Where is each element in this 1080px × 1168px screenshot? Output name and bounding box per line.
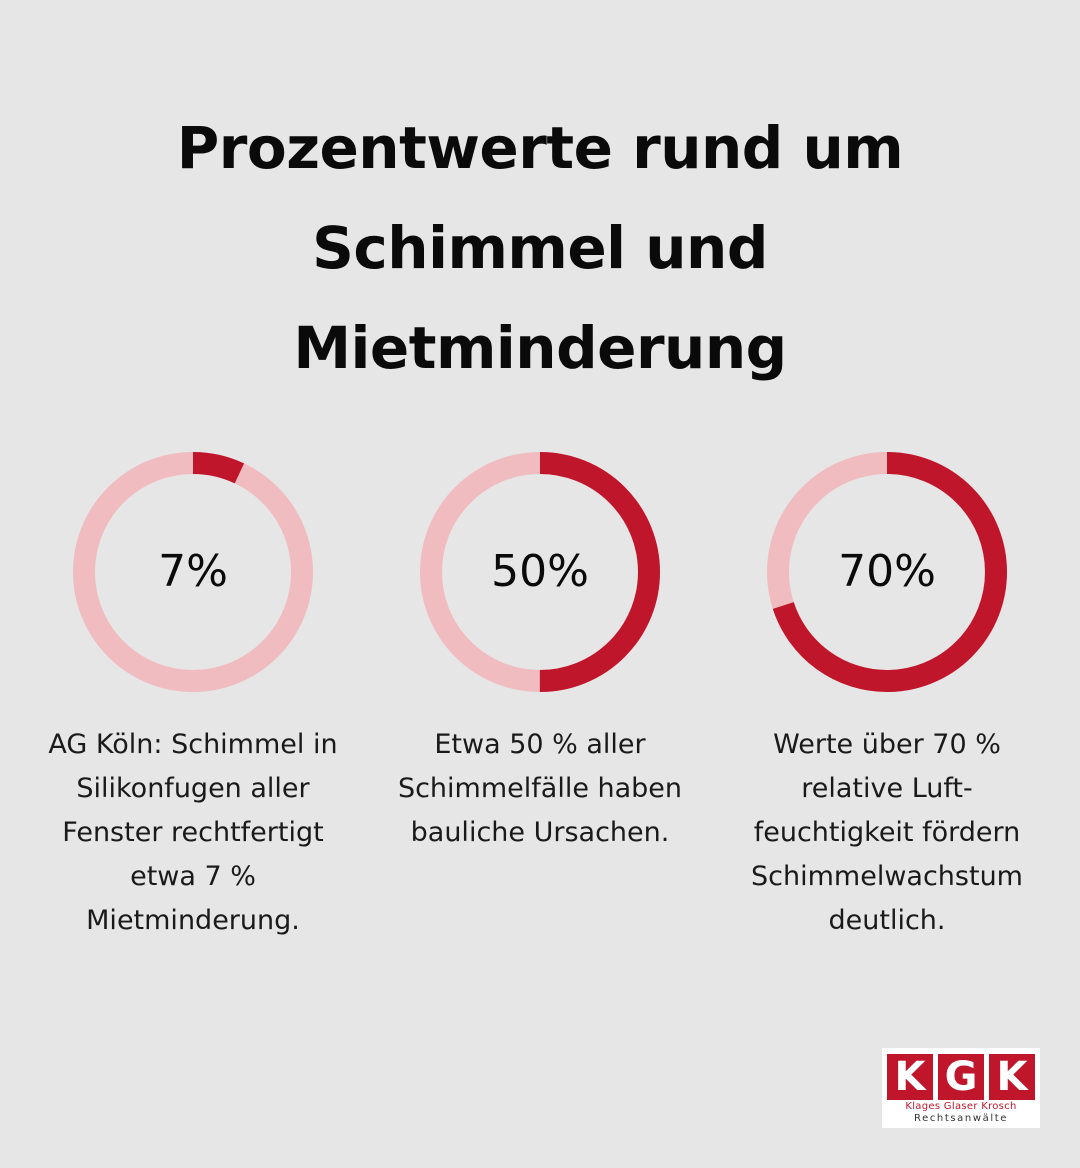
title-line-2: Schimmel und xyxy=(312,214,768,282)
kgk-logo: K G K Klages Glaser Krosch Rechtsanwälte xyxy=(882,1048,1040,1128)
logo-mark: K G K xyxy=(887,1054,1035,1100)
donut-caption-1: AG Köln: Schimmel in Silikonfugen aller … xyxy=(48,729,338,936)
logo-letter-k1: K xyxy=(887,1054,933,1100)
logo-names: Klages Glaser Krosch xyxy=(905,1101,1017,1112)
donut-value-label-2: 50% xyxy=(491,546,589,597)
donut-caption-3: Werte über 70 % relative Luft- feuchtigk… xyxy=(751,729,1023,936)
donut-svg-2 xyxy=(420,452,660,692)
donut-arc-3 xyxy=(767,452,1007,692)
donut-chart-2: 50% xyxy=(420,452,660,692)
page-title: Prozentwerte rund um Schimmel und Mietmi… xyxy=(80,98,1000,398)
donut-chart-3: 70% xyxy=(767,452,1007,692)
logo-letter-g: G xyxy=(938,1054,984,1100)
logo-letter-k2: K xyxy=(989,1054,1035,1100)
donut-value-label-3: 70% xyxy=(838,546,936,597)
title-line-3: Mietminderung xyxy=(293,314,787,382)
logo-subtitle: Rechtsanwälte xyxy=(913,1113,1009,1124)
donut-arc-2 xyxy=(420,452,660,692)
donut-arc-1 xyxy=(73,452,313,692)
donut-chart-1: 7% xyxy=(73,452,313,692)
title-line-1: Prozentwerte rund um xyxy=(176,114,904,182)
donut-value-label-1: 7% xyxy=(158,546,228,597)
donut-svg-3 xyxy=(767,452,1007,692)
donut-svg-1 xyxy=(73,452,313,692)
donut-caption-2: Etwa 50 % aller Schimmelfälle haben baul… xyxy=(397,729,683,848)
